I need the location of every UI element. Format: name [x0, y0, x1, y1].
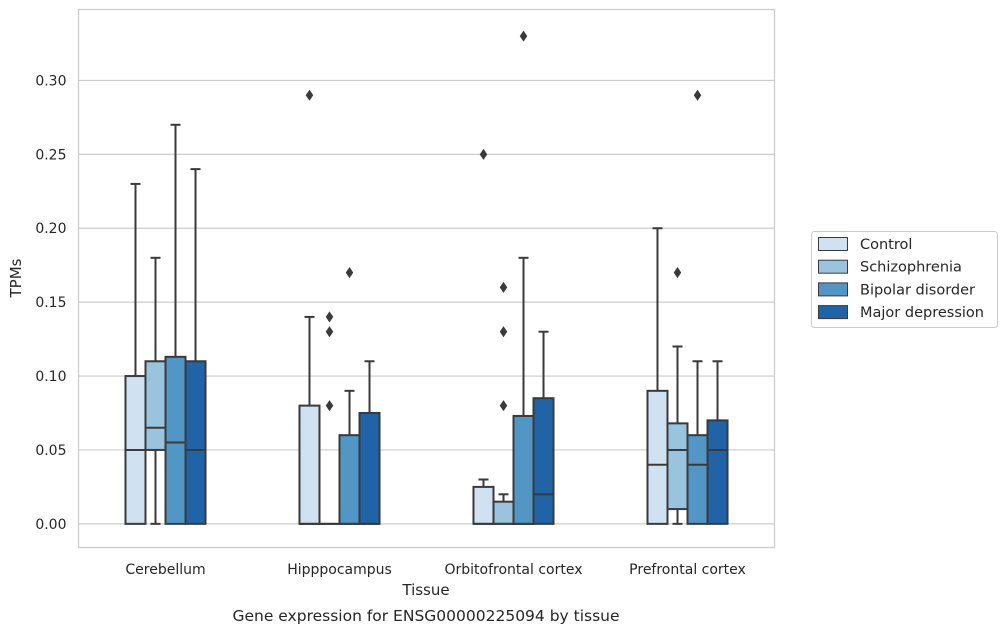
box-iqr [338, 434, 361, 525]
category-group [298, 89, 381, 525]
plot-frame [77, 8, 776, 549]
box-control [124, 182, 147, 525]
legend-item: Control [818, 237, 912, 253]
outlier-point [479, 148, 488, 160]
outlier-point [345, 267, 354, 279]
legend-swatch [818, 282, 848, 297]
box-schizophrenia [144, 256, 167, 525]
legend-label: Major depression [860, 305, 984, 321]
legend-frame [811, 231, 998, 328]
box-bipolar-disorder [512, 30, 535, 525]
legend-swatch [818, 237, 848, 251]
outlier-point [499, 281, 508, 293]
legend-item: Bipolar disorder [818, 282, 975, 298]
box-iqr [358, 412, 381, 525]
outlier-point [693, 89, 702, 101]
outlier-point [499, 400, 508, 412]
y-tick-label: 0.25 [35, 147, 66, 163]
box-control [646, 227, 669, 525]
box-bipolar-disorder [686, 89, 709, 525]
box-control [298, 89, 321, 525]
x-tick-label: Orbitofrontal cortex [445, 562, 583, 578]
box-control [472, 148, 495, 525]
y-tick-label: 0.00 [35, 517, 66, 533]
box-iqr [164, 355, 187, 525]
box-iqr [512, 414, 535, 525]
category-group [124, 123, 207, 525]
y-tick-label: 0.10 [35, 369, 66, 385]
box-schizophrenia [318, 311, 341, 525]
legend-swatch [818, 259, 848, 274]
box-schizophrenia [666, 267, 689, 525]
chart-caption: Gene expression for ENSG00000225094 by t… [232, 607, 619, 625]
legend-items: Control Schizophrenia Bipolar disorder Majo… [818, 237, 984, 321]
y-tick-label: 0.15 [35, 295, 66, 311]
legend-label: Bipolar disorder [860, 282, 975, 298]
x-axis-label: Tissue [401, 581, 449, 599]
x-tick-label: Hipppocampus [287, 562, 392, 578]
y-tick-label: 0.20 [35, 221, 66, 237]
box-iqr [706, 419, 729, 525]
box-iqr [144, 360, 167, 451]
legend-swatch [818, 305, 848, 320]
x-tick-label: Prefrontal cortex [629, 562, 746, 578]
x-tick-labels: Cerebellum Hipppocampus Orbitofrontal cort… [125, 562, 745, 578]
box-iqr [686, 434, 709, 525]
legend-label: Schizophrenia [860, 260, 962, 276]
box-major-depression [532, 330, 555, 525]
box-iqr [492, 500, 515, 525]
box-iqr [532, 397, 555, 525]
outlier-point [325, 311, 334, 323]
outlier-point [305, 89, 314, 101]
outlier-point [673, 267, 682, 279]
y-axis-label: TPMs [7, 258, 25, 298]
outlier-point [499, 326, 508, 338]
box-major-depression [358, 360, 381, 525]
box-iqr [184, 360, 207, 525]
box-iqr [298, 404, 321, 525]
box-iqr [666, 422, 689, 511]
x-tick-label: Cerebellum [125, 562, 205, 578]
outlier-point [325, 400, 334, 412]
box-bipolar-disorder [338, 267, 361, 525]
y-tick-label: 0.30 [35, 73, 66, 89]
box-major-depression [184, 168, 207, 525]
legend-item: Major depression [818, 305, 984, 321]
box-major-depression [706, 360, 729, 525]
outlier-point [519, 30, 528, 42]
y-tick-labels: 0.00 0.05 0.10 0.15 0.20 0.25 0.30 [35, 73, 66, 532]
category-group [646, 89, 729, 525]
y-tick-label: 0.05 [35, 443, 66, 459]
box-bipolar-disorder [164, 123, 187, 525]
legend-label: Control [860, 237, 912, 253]
category-group [472, 30, 555, 525]
box-schizophrenia [492, 281, 515, 525]
outlier-point [325, 326, 334, 338]
legend-item: Schizophrenia [818, 259, 962, 276]
box-groups [124, 30, 729, 525]
legend: Control Schizophrenia Bipolar disorder Majo… [811, 231, 998, 328]
box-iqr [646, 389, 669, 525]
box-iqr [472, 485, 495, 525]
